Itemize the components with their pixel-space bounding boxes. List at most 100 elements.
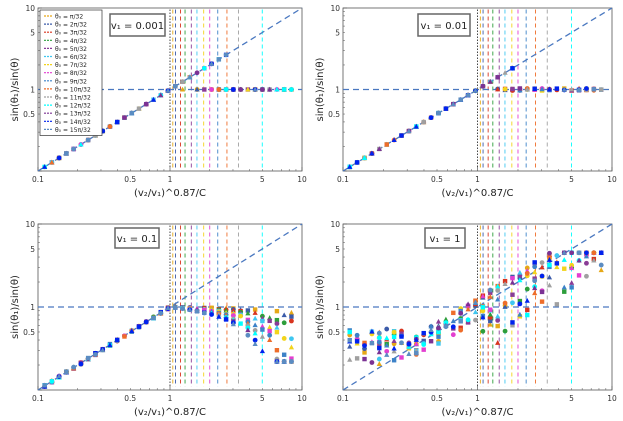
data-point: [435, 318, 442, 324]
data-point: [569, 250, 575, 256]
data-point: [56, 373, 62, 379]
data-point: [216, 57, 222, 62]
data-point: [480, 305, 486, 310]
data-point: [458, 327, 464, 333]
data-point: [576, 250, 582, 256]
data-point: [436, 329, 441, 335]
data-point: [238, 321, 243, 326]
y-axis-label: sin(θ₁)/sin(θ): [315, 275, 326, 339]
data-point: [547, 250, 552, 256]
data-point: [129, 328, 135, 333]
x-tick-label: 0.5: [431, 175, 443, 184]
data-point: [554, 261, 560, 266]
data-point: [136, 324, 142, 329]
panel-label: v₁ = 0.01: [421, 21, 468, 32]
data-point: [260, 327, 265, 332]
data-point: [151, 315, 156, 321]
data-point: [546, 86, 553, 92]
data-point: [502, 281, 508, 287]
data-point: [591, 250, 597, 256]
data-point: [599, 250, 604, 255]
data-point: [510, 300, 515, 306]
data-point: [495, 313, 501, 319]
data-point: [165, 87, 171, 93]
data-point: [230, 313, 236, 318]
data-point: [569, 86, 575, 92]
data-point: [576, 273, 582, 278]
data-point: [377, 345, 382, 351]
data-point: [502, 278, 508, 284]
data-point: [384, 326, 390, 332]
x-tick-label: 5: [260, 175, 265, 184]
data-point: [458, 310, 464, 316]
x-tick-label: 1: [168, 394, 173, 403]
data-point: [532, 260, 537, 265]
data-point: [289, 314, 294, 319]
data-point: [502, 300, 508, 306]
data-point: [158, 310, 164, 316]
data-point: [267, 328, 272, 334]
data-point: [245, 327, 251, 333]
y-tick-label: 5: [335, 29, 340, 38]
y-tick-label: 10: [330, 220, 340, 229]
data-point: [252, 322, 258, 328]
data-point: [421, 342, 427, 347]
data-point: [362, 356, 367, 362]
data-point: [288, 309, 295, 315]
data-point: [487, 311, 493, 317]
data-point: [524, 271, 530, 276]
legend-entry: θ₀ = 14π/32: [55, 119, 91, 126]
x-tick-label: 10: [607, 394, 617, 403]
data-point: [584, 86, 589, 91]
legend-entry: θ₀ = 11π/32: [55, 95, 91, 102]
data-point: [599, 87, 604, 92]
data-point: [115, 337, 120, 343]
data-point: [495, 283, 501, 289]
data-point: [245, 86, 251, 92]
data-point: [180, 79, 185, 84]
data-point: [384, 348, 390, 354]
data-point: [362, 343, 367, 348]
data-point: [223, 307, 229, 313]
data-point: [436, 334, 441, 339]
y-tick-label: 10: [25, 4, 35, 13]
x-tick-label: 0.1: [337, 394, 349, 403]
data-point: [369, 150, 375, 156]
data-point: [376, 330, 382, 336]
data-point: [281, 312, 287, 318]
data-point: [487, 321, 493, 327]
x-axis-label: (v₂/v₁)^0.87/C: [134, 188, 206, 199]
data-point: [129, 110, 134, 116]
data-point: [413, 341, 419, 346]
data-point: [202, 308, 207, 313]
data-point: [443, 106, 449, 111]
data-point: [428, 327, 434, 332]
data-point: [187, 307, 193, 312]
data-point: [56, 155, 62, 161]
x-tick-label: 10: [297, 175, 307, 184]
x-tick-label: 0.1: [337, 175, 349, 184]
data-point: [274, 308, 280, 314]
data-point: [42, 383, 47, 388]
data-point: [260, 318, 265, 324]
data-point: [510, 66, 515, 71]
data-point: [289, 336, 294, 342]
x-axis-label: (v₂/v₁)^0.87/C: [441, 407, 513, 418]
data-point: [274, 329, 280, 335]
data-point: [238, 313, 244, 319]
data-point: [194, 70, 200, 76]
data-point: [561, 284, 567, 290]
data-point: [78, 141, 84, 147]
data-point: [517, 298, 523, 304]
data-point: [216, 313, 222, 319]
data-point: [546, 257, 553, 262]
panel-label: v₁ = 1: [429, 234, 460, 245]
data-point: [569, 265, 575, 271]
data-point: [480, 308, 486, 314]
data-point: [525, 312, 530, 318]
data-point: [136, 106, 142, 111]
data-point: [510, 292, 515, 297]
data-point: [576, 257, 582, 263]
data-point: [252, 337, 258, 343]
